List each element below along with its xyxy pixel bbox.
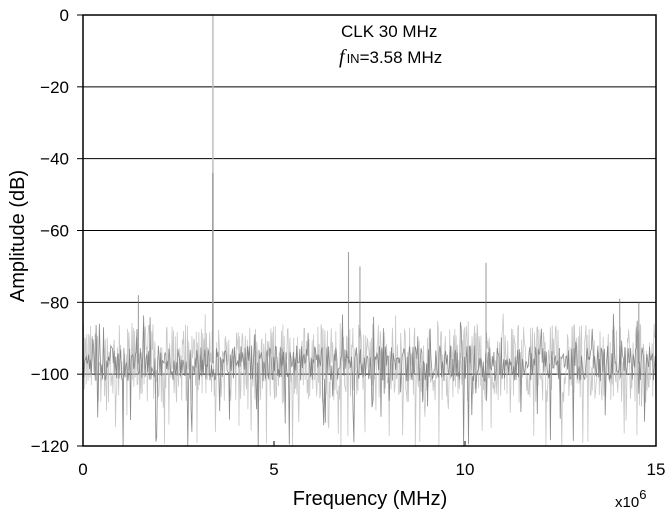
- x-tick-label: 10: [456, 460, 475, 479]
- spectral-peaks: [137, 15, 640, 364]
- annotation-symbol: f: [339, 46, 347, 68]
- annotation-value: =3.58 MHz: [360, 48, 443, 67]
- x-axis-label: Frequency (MHz): [293, 488, 447, 510]
- annotation-subscript: IN: [347, 51, 360, 66]
- x-tick-label: 15: [647, 460, 666, 479]
- annotation-clock: CLK 30 MHz: [341, 22, 437, 41]
- noise-trace-dark: [82, 313, 657, 447]
- x-axis-multiplier: x106: [615, 487, 646, 511]
- y-tick-label: 0: [60, 6, 69, 25]
- y-tick-label: −120: [31, 437, 69, 456]
- y-tick-label: −40: [40, 150, 69, 169]
- x-multiplier-base: x10: [615, 494, 639, 511]
- y-tick-labels: 0 −20 −40 −60 −80 −100 −120: [31, 6, 83, 456]
- y-axis-label: Amplitude (dB): [7, 170, 29, 302]
- spectrum-trace: [82, 313, 657, 447]
- y-tick-label: −80: [40, 293, 69, 312]
- y-tick-label: −20: [40, 78, 69, 97]
- x-tick-label: 5: [269, 460, 278, 479]
- annotation-input-frequency: f IN=3.58 MHz: [339, 46, 442, 68]
- x-multiplier-exponent: 6: [639, 487, 646, 502]
- noise-trace-light: [82, 313, 657, 447]
- y-tick-label: −100: [31, 365, 69, 384]
- x-tick-labels: 0 5 10 15: [78, 441, 665, 479]
- y-tick-label: −60: [40, 222, 69, 241]
- x-tick-label: 0: [78, 460, 87, 479]
- grid-lines: [83, 86, 656, 375]
